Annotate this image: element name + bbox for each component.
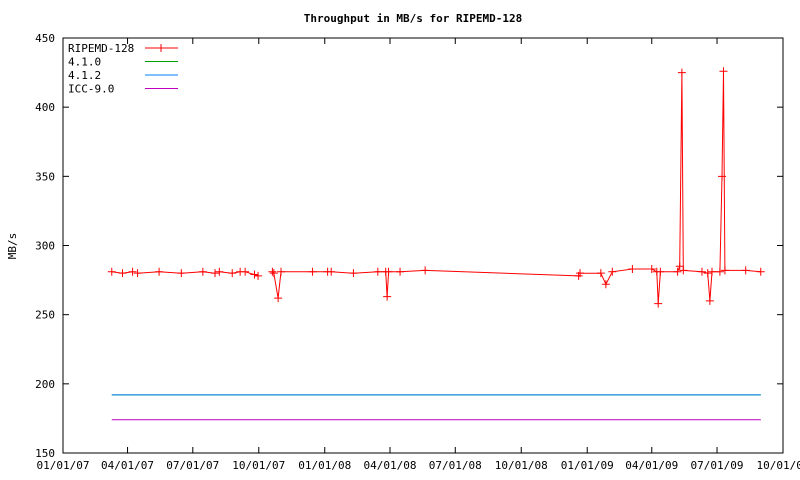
data-point (656, 267, 665, 276)
x-tick-label: 01/01/07 (37, 459, 90, 472)
data-point (679, 266, 688, 275)
data-point (675, 262, 684, 271)
legend-label: 4.1.0 (68, 56, 101, 69)
y-tick-label: 350 (35, 170, 55, 183)
x-tick-label: 04/01/09 (625, 459, 678, 472)
legend-label: ICC-9.0 (68, 83, 114, 96)
data-point (254, 271, 263, 280)
data-point (198, 267, 207, 276)
data-point (715, 267, 724, 276)
data-point (118, 269, 127, 278)
y-tick-label: 200 (35, 378, 55, 391)
data-point (274, 294, 283, 303)
data-point (327, 267, 336, 276)
data-point (128, 267, 137, 276)
data-point (268, 267, 277, 276)
series-line-ripemd-128 (245, 271, 259, 277)
data-point (384, 267, 393, 276)
data-point (250, 270, 259, 279)
data-point (647, 265, 656, 274)
y-axis-label: MB/s (6, 233, 19, 260)
y-tick-label: 250 (35, 309, 55, 322)
x-tick-label: 07/01/07 (166, 459, 219, 472)
x-tick-label: 07/01/08 (429, 459, 482, 472)
data-point (608, 267, 617, 276)
data-point (576, 269, 585, 278)
x-tick-label: 10/01/08 (495, 459, 548, 472)
legend-label: RIPEMD-128 (68, 42, 134, 55)
data-point (741, 266, 750, 275)
data-point (107, 267, 116, 276)
series-line-ripemd-128 (331, 269, 579, 297)
data-point (228, 269, 237, 278)
data-point (601, 280, 610, 289)
legend-label: 4.1.2 (68, 69, 101, 82)
data-point (628, 265, 637, 274)
data-point (177, 269, 186, 278)
data-point (269, 269, 278, 278)
data-point (596, 269, 605, 278)
series-ripemd-128 (107, 67, 765, 308)
data-point (719, 67, 728, 76)
data-point (157, 44, 165, 52)
data-point (155, 267, 164, 276)
data-point (215, 267, 224, 276)
data-point (703, 269, 712, 278)
data-point (373, 267, 382, 276)
data-point (708, 267, 717, 276)
x-tick-label: 04/01/08 (364, 459, 417, 472)
data-point (705, 296, 714, 305)
data-point (383, 292, 392, 301)
data-point (308, 267, 317, 276)
data-point (720, 266, 729, 275)
data-point (396, 267, 405, 276)
data-point (241, 267, 250, 276)
x-tick-label: 10/01/07 (232, 459, 285, 472)
data-point (349, 269, 358, 278)
series-layer (107, 67, 765, 421)
data-point (654, 299, 663, 308)
data-point (211, 269, 220, 278)
x-tick-label: 04/01/07 (101, 459, 154, 472)
data-point (718, 172, 727, 181)
data-point (673, 267, 682, 276)
x-tick-label: 01/01/09 (561, 459, 614, 472)
y-tick-label: 150 (35, 447, 55, 460)
x-tick-label: 07/01/09 (691, 459, 744, 472)
y-tick-label: 400 (35, 101, 55, 114)
x-tick-label: 01/01/08 (298, 459, 351, 472)
data-point (697, 267, 706, 276)
y-tick-label: 450 (35, 32, 55, 45)
data-point (756, 267, 765, 276)
chart-title: Throughput in MB/s for RIPEMD-128 (304, 12, 523, 25)
y-tick-label: 300 (35, 240, 55, 253)
series-line-ripemd-128 (580, 71, 761, 304)
data-point (421, 266, 430, 275)
data-point (677, 68, 686, 77)
data-point (133, 269, 142, 278)
x-tick-label: 10/01/09 (757, 459, 800, 472)
axis-ticks: 150 200 250 300 350 400 450 01/01/07 04/01/07 07/… (35, 32, 800, 472)
data-point (277, 267, 286, 276)
plot-frame (62, 37, 784, 454)
